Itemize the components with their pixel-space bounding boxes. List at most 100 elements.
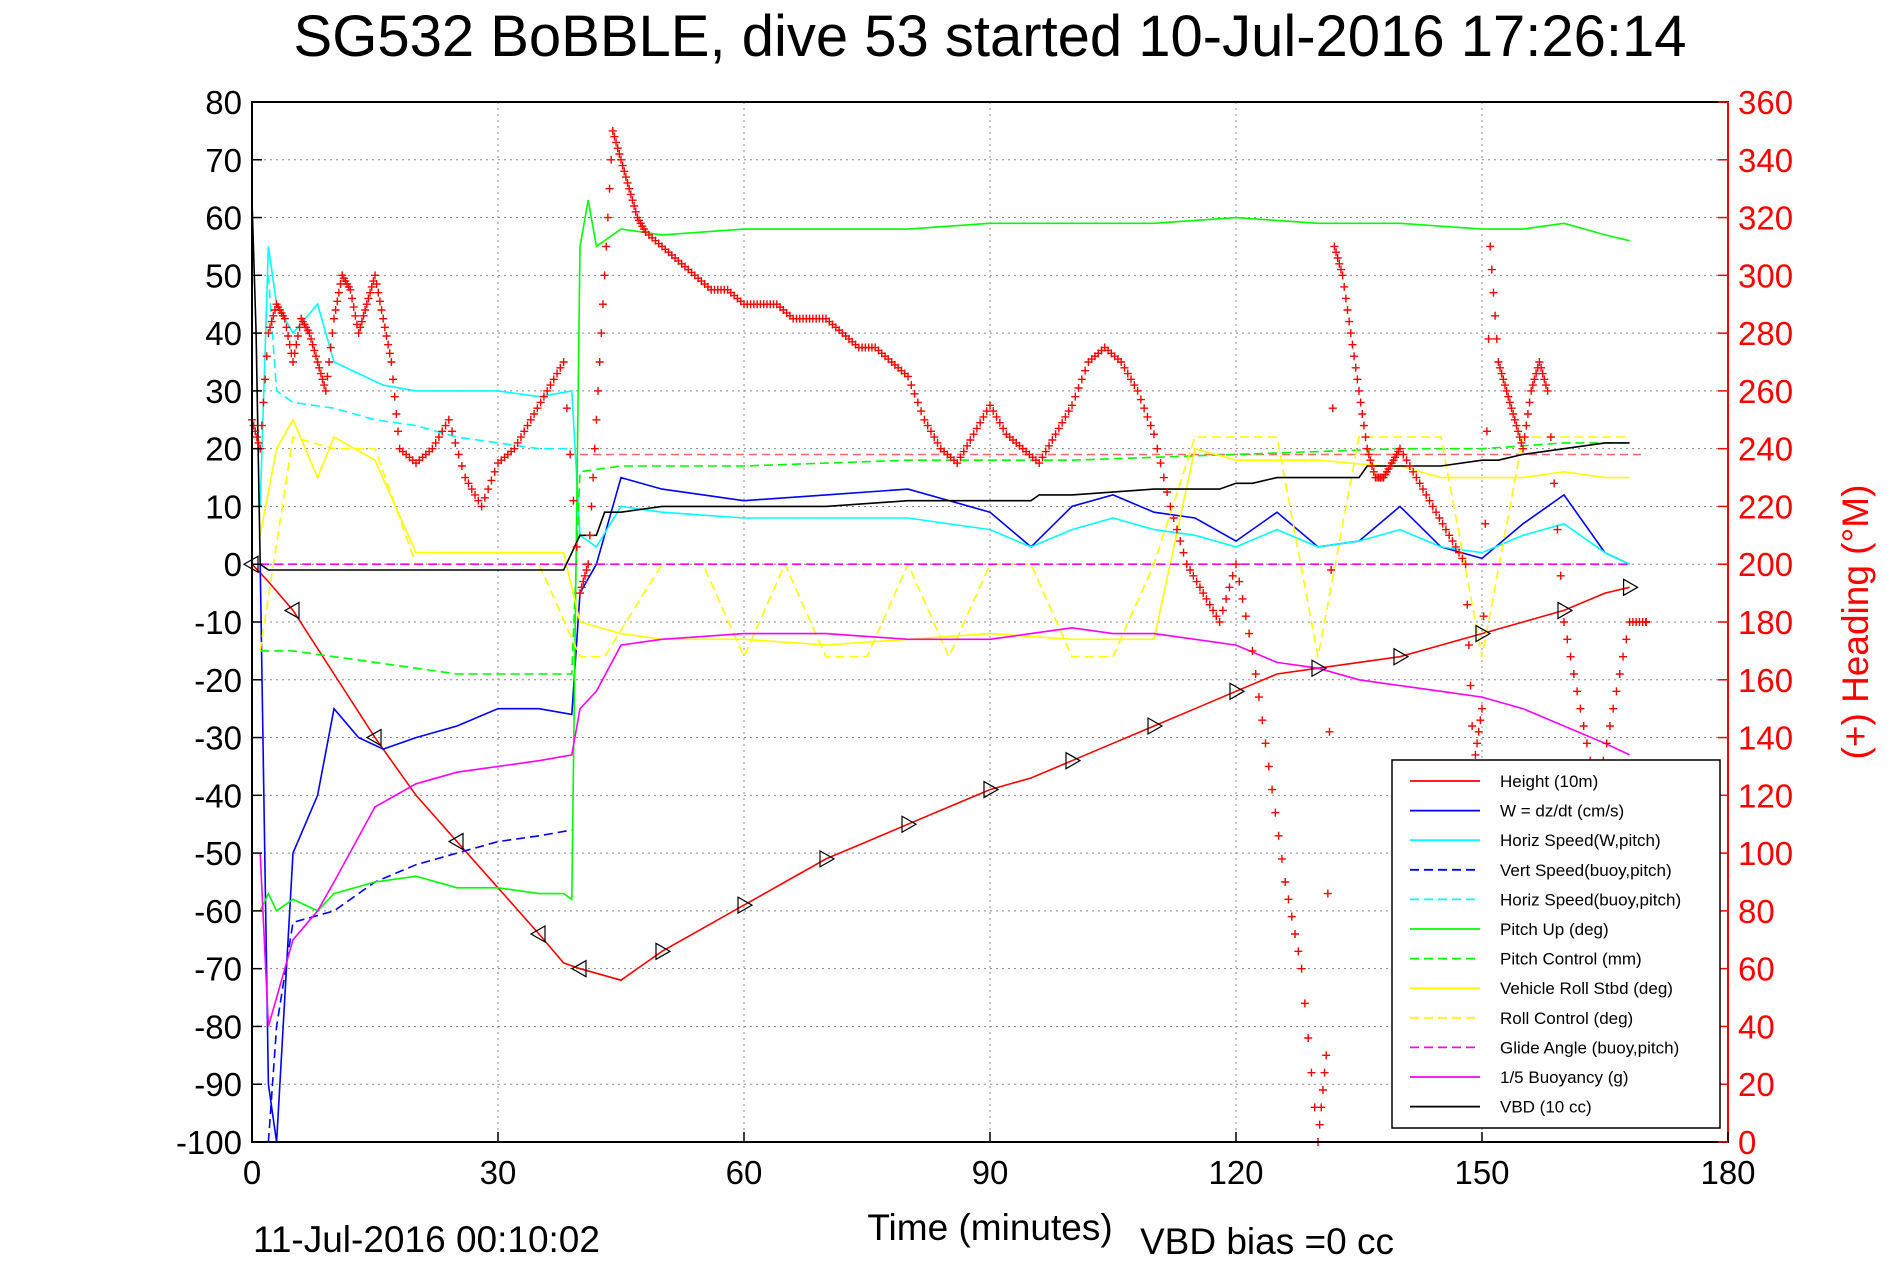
right-axis-label: (+) Heading (°M) — [1835, 485, 1876, 760]
heading-point — [259, 398, 268, 407]
heading-point — [1284, 895, 1293, 904]
heading-point — [1369, 467, 1378, 476]
heading-point — [389, 375, 398, 384]
heading-point — [1205, 600, 1214, 609]
heading-point — [438, 427, 447, 436]
heading-point — [448, 427, 457, 436]
heading-point — [520, 427, 529, 436]
heading-point — [1051, 430, 1060, 439]
heading-point — [1156, 459, 1165, 468]
heading-point — [572, 542, 581, 551]
heading-point — [1297, 964, 1306, 973]
right-tick-label: 240 — [1738, 431, 1793, 468]
heading-point — [1541, 381, 1550, 390]
heading-point — [995, 418, 1004, 427]
heading-point — [348, 294, 357, 303]
heading-point — [1294, 947, 1303, 956]
heading-point — [1045, 441, 1054, 450]
heading-point — [1497, 369, 1506, 378]
heading-point — [1346, 329, 1355, 338]
legend-label: Glide Angle (buoy,pitch) — [1500, 1038, 1679, 1057]
heading-point — [356, 323, 365, 332]
heading-point — [1127, 375, 1136, 384]
right-tick-label: 220 — [1738, 488, 1793, 525]
left-tick-label: -20 — [194, 662, 242, 699]
heading-point — [1274, 831, 1283, 840]
heading-point — [1340, 282, 1349, 291]
heading-point — [1487, 265, 1496, 274]
heading-point — [1322, 1051, 1331, 1060]
legend-label: Horiz Speed(buoy,pitch) — [1500, 890, 1681, 909]
heading-point — [1355, 386, 1363, 395]
heading-point — [913, 398, 922, 407]
heading-point — [612, 138, 621, 147]
heading-point — [1071, 392, 1080, 401]
footer-date: 11-Jul-2016 00:10:02 — [253, 1219, 600, 1260]
heading-point — [1396, 444, 1404, 453]
heading-point — [1366, 456, 1375, 465]
right-tick-label: 180 — [1738, 604, 1793, 641]
heading-point — [617, 155, 625, 164]
heading-point — [380, 323, 389, 332]
heading-point — [1120, 363, 1129, 372]
right-tick-label: 360 — [1738, 84, 1793, 121]
heading-point — [1350, 352, 1359, 361]
heading-point — [1496, 363, 1505, 372]
heading-point — [530, 410, 539, 418]
heading-point — [1315, 1120, 1324, 1129]
heading-point — [257, 421, 266, 430]
heading-point — [1264, 762, 1273, 771]
heading-point — [1432, 508, 1441, 517]
heading-point — [618, 161, 627, 170]
right-tick-label: 120 — [1738, 777, 1793, 814]
series-layer — [251, 200, 1646, 1143]
heading-point — [366, 288, 375, 297]
heading-point — [331, 306, 340, 314]
legend-label: 1/5 Buoyancy (g) — [1500, 1068, 1629, 1087]
heading-point — [1345, 317, 1354, 326]
left-axis-ticks: 80 70 60 50 40 30 20 10 0 -10 -20 -30 -40 -50 -60 -70 -8… — [176, 84, 262, 1161]
heading-point — [1566, 652, 1575, 661]
heading-point — [1479, 612, 1488, 621]
heading-point — [305, 329, 314, 338]
heading-point — [999, 424, 1008, 433]
heading-point — [992, 412, 1001, 421]
heading-point — [1061, 412, 1070, 421]
heading-point — [1359, 421, 1368, 430]
heading-point — [1422, 490, 1431, 499]
heading-point — [1172, 525, 1181, 534]
heading-point — [976, 418, 985, 427]
heading-point — [1438, 519, 1447, 528]
heading-point — [907, 381, 916, 390]
heading-point — [1048, 436, 1057, 444]
heading-point — [1368, 462, 1377, 470]
heading-point — [1523, 410, 1532, 418]
legend-label: Pitch Up (deg) — [1500, 920, 1609, 939]
height-marker — [1622, 578, 1639, 597]
height-marker — [1475, 624, 1492, 643]
legend-label: Height (10m) — [1500, 772, 1598, 791]
heading-point — [1081, 366, 1090, 375]
heading-point — [1281, 878, 1290, 886]
heading-point — [1287, 912, 1296, 921]
heading-point — [1143, 412, 1152, 421]
heading-point — [613, 144, 622, 153]
footer-bias: VBD bias =0 cc — [1140, 1221, 1394, 1262]
heading-point — [953, 459, 962, 468]
heading-point — [292, 340, 301, 349]
heading-point — [289, 358, 297, 366]
heading-point — [267, 317, 276, 326]
heading-point — [1486, 242, 1495, 251]
heading-point — [917, 407, 926, 416]
heading-point — [516, 433, 525, 442]
heading-point — [359, 311, 368, 320]
heading-point — [1077, 375, 1086, 384]
heading-point — [477, 502, 486, 511]
heading-point — [1512, 421, 1521, 430]
heading-point — [1038, 453, 1047, 462]
heading-point — [1563, 635, 1572, 644]
x-tick-label: 90 — [972, 1154, 1009, 1191]
heading-point — [972, 424, 981, 433]
heading-point — [1189, 571, 1198, 580]
heading-point — [1402, 456, 1411, 465]
